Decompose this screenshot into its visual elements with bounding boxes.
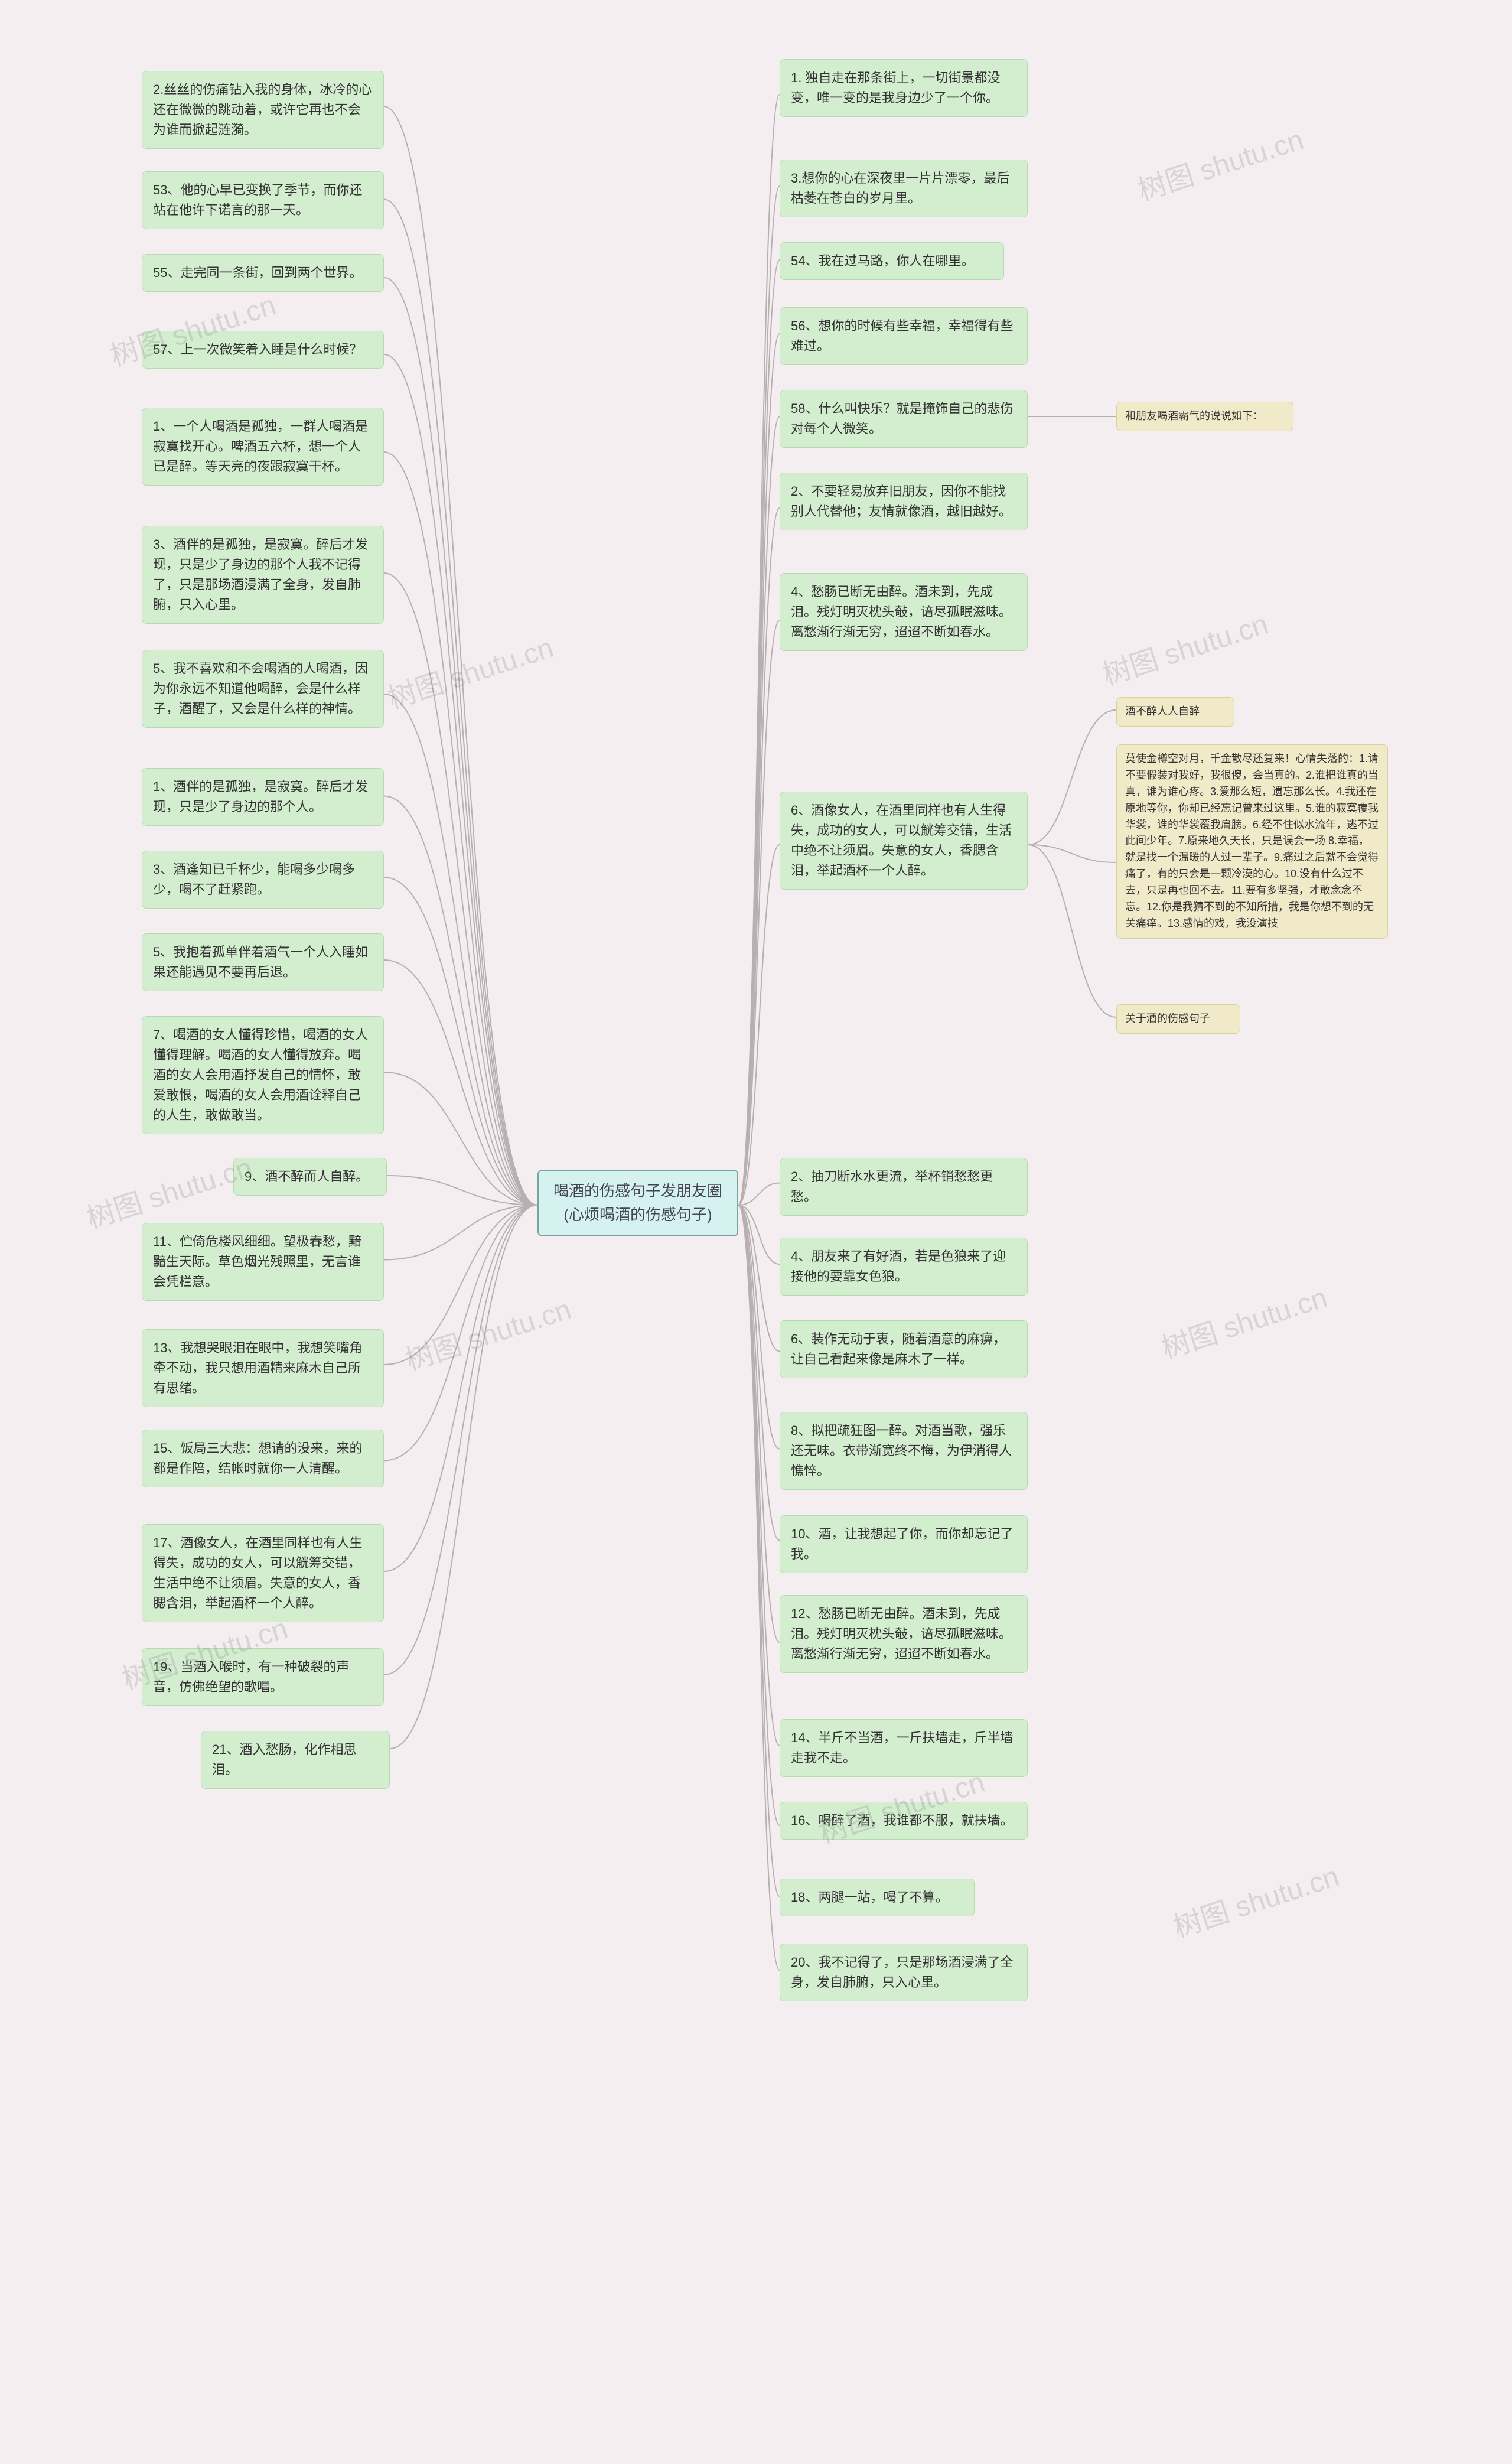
- right-node: 4、愁肠已断无由醉。酒未到，先成泪。残灯明灭枕头敧，谙尽孤眠滋味。离愁渐行渐无穷…: [780, 573, 1028, 651]
- left-node: 11、伫倚危楼风细细。望极春愁，黯黯生天际。草色烟光残照里，无言谁会凭栏意。: [142, 1223, 384, 1301]
- right-node: 12、愁肠已断无由醉。酒未到，先成泪。残灯明灭枕头敧，谙尽孤眠滋味。离愁渐行渐无…: [780, 1595, 1028, 1673]
- left-node: 5、我抱着孤单伴着酒气一个人入睡如果还能遇见不要再后退。: [142, 933, 384, 991]
- right-node: 8、拟把疏狂图一醉。对酒当歌，强乐还无味。衣带渐宽终不悔，为伊消得人憔悴。: [780, 1412, 1028, 1490]
- right-node: 14、半斤不当酒，一斤扶墙走，斤半墙走我不走。: [780, 1719, 1028, 1777]
- left-node: 7、喝酒的女人懂得珍惜，喝酒的女人懂得理解。喝酒的女人懂得放弃。喝酒的女人会用酒…: [142, 1016, 384, 1134]
- left-node: 5、我不喜欢和不会喝酒的人喝酒，因为你永远不知道他喝醉，会是什么样子，酒醒了，又…: [142, 650, 384, 728]
- sub-node: 和朋友喝酒霸气的说说如下：: [1116, 402, 1293, 431]
- right-node: 10、酒，让我想起了你，而你却忘记了我。: [780, 1515, 1028, 1573]
- right-node: 56、想你的时候有些幸福，幸福得有些难过。: [780, 307, 1028, 365]
- right-node: 2、抽刀断水水更流，举杯销愁愁更愁。: [780, 1158, 1028, 1216]
- root-node: 喝酒的伤感句子发朋友圈(心烦喝酒的伤感句子): [537, 1170, 738, 1236]
- sub-node: 酒不醉人人自醉: [1116, 697, 1234, 727]
- sub-node: 关于酒的伤感句子: [1116, 1004, 1240, 1034]
- sub-node: 莫使金樽空对月，千金散尽还复来！心情失落的：1.请不要假装对我好，我很傻，会当真…: [1116, 744, 1388, 939]
- left-node: 1、一个人喝酒是孤独，一群人喝酒是寂寞找开心。啤酒五六杯，想一个人已是醉。等天亮…: [142, 408, 384, 486]
- right-node: 54、我在过马路，你人在哪里。: [780, 242, 1004, 280]
- left-node: 3、酒伴的是孤独，是寂寞。醉后才发现，只是少了身边的那个人我不记得了，只是那场酒…: [142, 526, 384, 624]
- right-node: 3.想你的心在深夜里一片片漂零，最后枯萎在苍白的岁月里。: [780, 160, 1028, 217]
- mindmap-canvas: 喝酒的伤感句子发朋友圈(心烦喝酒的伤感句子) 2.丝丝的伤痛钻入我的身体，冰冷的心…: [0, 0, 1512, 2464]
- right-node: 4、朋友来了有好酒，若是色狼来了迎接他的要靠女色狼。: [780, 1238, 1028, 1296]
- left-node: 53、他的心早已变换了季节，而你还站在他许下诺言的那一天。: [142, 171, 384, 229]
- left-node: 21、酒入愁肠，化作相思泪。: [201, 1731, 390, 1789]
- right-node: 20、我不记得了，只是那场酒浸满了全身，发自肺腑，只入心里。: [780, 1944, 1028, 2001]
- right-node: 6、酒像女人，在酒里同样也有人生得失，成功的女人，可以觥筹交错，生活中绝不让须眉…: [780, 792, 1028, 890]
- left-node: 2.丝丝的伤痛钻入我的身体，冰冷的心还在微微的跳动着，或许它再也不会为谁而掀起涟…: [142, 71, 384, 149]
- left-node: 17、酒像女人，在酒里同样也有人生得失，成功的女人，可以觥筹交错，生活中绝不让须…: [142, 1524, 384, 1622]
- left-node: 13、我想哭眼泪在眼中，我想笑嘴角牵不动，我只想用酒精来麻木自己所有思绪。: [142, 1329, 384, 1407]
- right-node: 16、喝醉了酒，我谁都不服，就扶墙。: [780, 1802, 1028, 1840]
- left-node: 55、走完同一条街，回到两个世界。: [142, 254, 384, 292]
- left-node: 9、酒不醉而人自醉。: [233, 1158, 387, 1196]
- right-node: 1. 独自走在那条街上，一切街景都没变，唯一变的是我身边少了一个你。: [780, 59, 1028, 117]
- left-node: 15、饭局三大悲：想请的没来，来的都是作陪，结帐时就你一人清醒。: [142, 1430, 384, 1487]
- left-node: 3、酒逢知已千杯少，能喝多少喝多少，喝不了赶紧跑。: [142, 851, 384, 909]
- right-node: 6、装作无动于衷，随着酒意的麻痹，让自己看起来像是麻木了一样。: [780, 1320, 1028, 1378]
- left-node: 57、上一次微笑着入睡是什么时候？: [142, 331, 384, 369]
- right-node: 2、不要轻易放弃旧朋友，因你不能找别人代替他；友情就像酒，越旧越好。: [780, 473, 1028, 530]
- left-node: 1、酒伴的是孤独，是寂寞。醉后才发现，只是少了身边的那个人。: [142, 768, 384, 826]
- right-node: 18、两腿一站，喝了不算。: [780, 1879, 975, 1916]
- left-node: 19、当酒入喉时，有一种破裂的声音，仿佛绝望的歌唱。: [142, 1648, 384, 1706]
- right-node: 58、什么叫快乐？就是掩饰自己的悲伤对每个人微笑。: [780, 390, 1028, 448]
